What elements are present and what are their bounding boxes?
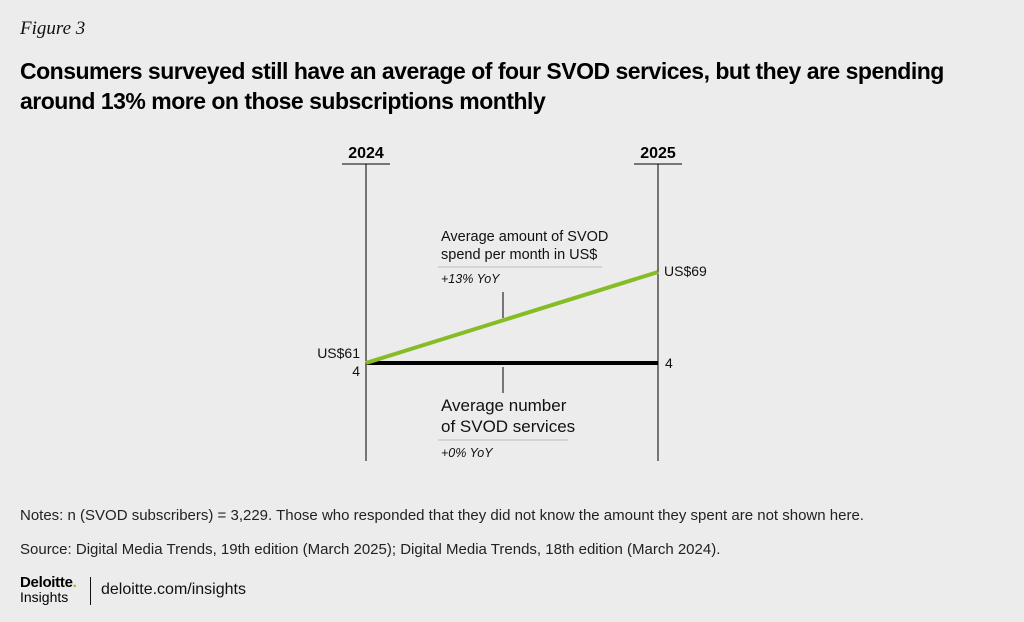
services-value-2024: 4 — [352, 363, 360, 379]
deloitte-insights-logo: Deloitte. Insights — [20, 575, 82, 605]
logo-brand: Deloitte. — [20, 574, 77, 591]
footer-divider — [90, 577, 91, 605]
spend-value-2025: US$69 — [664, 263, 707, 279]
spend-annotation-line-2: spend per month in US$ — [441, 247, 597, 263]
services-annotation-line-2: of SVOD services — [441, 417, 575, 436]
chart-title: Consumers surveyed still have an average… — [20, 58, 944, 114]
spend-value-2024: US$61 — [317, 345, 360, 361]
logo-sub: Insights — [20, 589, 69, 605]
services-value-2025: 4 — [665, 355, 673, 371]
services-annotation-line-1: Average number — [441, 396, 567, 415]
year-label-2025: 2025 — [640, 145, 676, 162]
spend-series-line — [365, 270, 659, 365]
figure-label: Figure 3 — [20, 18, 86, 39]
year-label-2024: 2024 — [348, 145, 384, 162]
spend-change-label: +13% YoY — [441, 272, 501, 286]
chart-notes: Notes: n (SVOD subscribers) = 3,229. Tho… — [20, 507, 864, 524]
slope-chart: 2024 2025 US$61 US$69 4 4 Average amount… — [317, 145, 707, 461]
footer-url[interactable]: deloitte.com/insights — [101, 581, 246, 598]
chart-source: Source: Digital Media Trends, 19th editi… — [20, 541, 721, 558]
spend-annotation-line-1: Average amount of SVOD — [441, 229, 608, 245]
services-change-label: +0% YoY — [441, 446, 494, 460]
